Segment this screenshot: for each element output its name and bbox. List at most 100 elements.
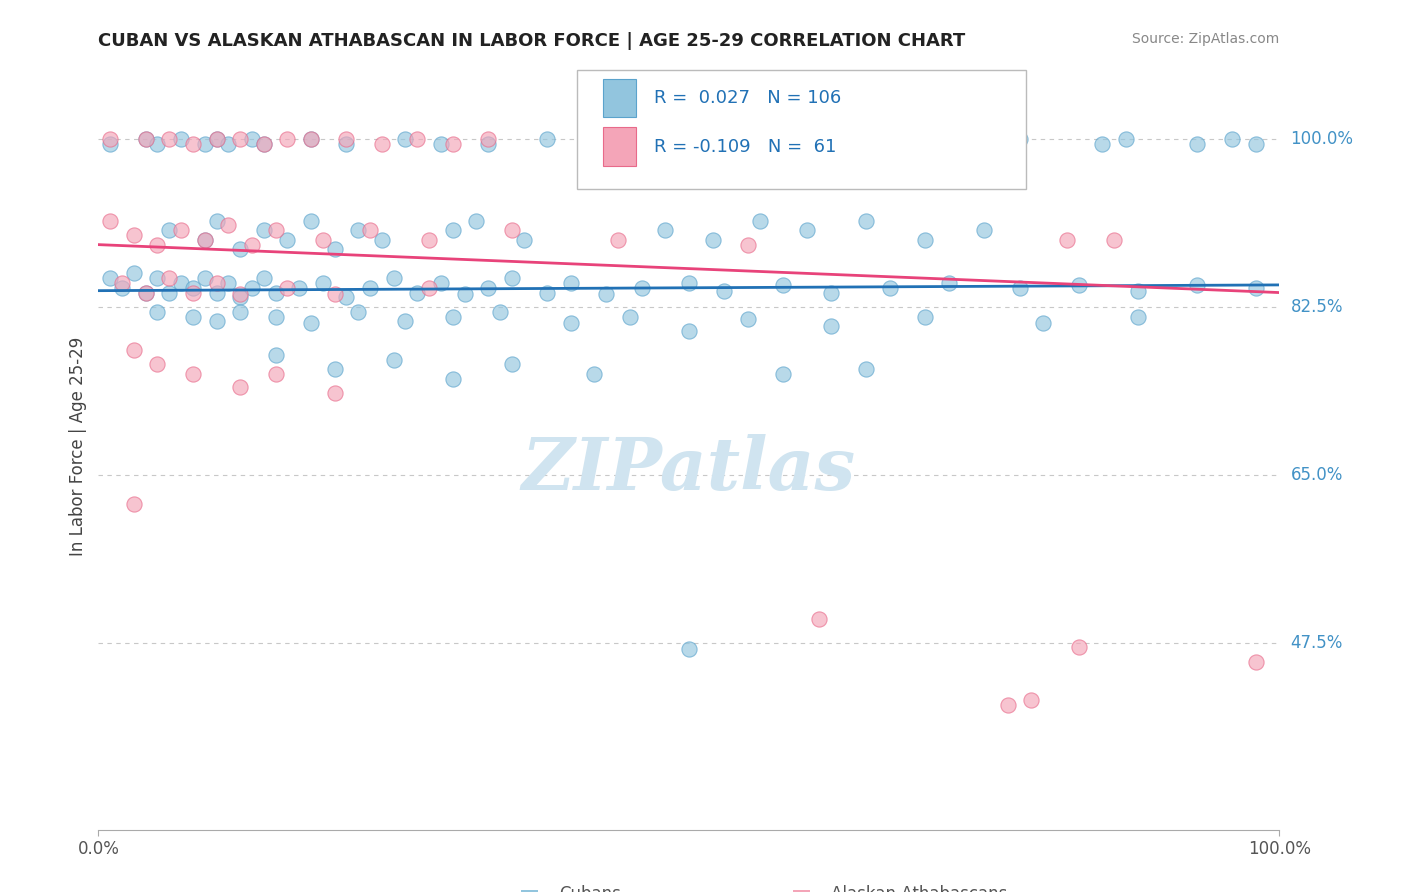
Point	[135, 285, 157, 300]
Point	[122, 497, 145, 511]
Point	[702, 233, 724, 247]
Point	[181, 136, 204, 151]
Point	[157, 285, 180, 300]
Point	[879, 281, 901, 295]
Point	[453, 287, 475, 301]
Point	[98, 132, 121, 146]
Point	[335, 132, 357, 146]
FancyBboxPatch shape	[576, 70, 1025, 189]
Point	[607, 233, 630, 247]
Text: ■: ■	[790, 887, 811, 892]
Point	[583, 367, 606, 381]
Point	[1067, 640, 1090, 655]
Point	[973, 223, 995, 237]
Point	[146, 136, 169, 151]
Point	[1244, 281, 1267, 295]
Point	[938, 276, 960, 290]
Point	[382, 352, 405, 367]
Point	[205, 276, 228, 290]
Point	[772, 367, 794, 381]
Text: R =  0.027   N = 106: R = 0.027 N = 106	[654, 89, 841, 107]
Point	[630, 281, 652, 295]
Point	[312, 233, 335, 247]
Point	[914, 132, 936, 146]
Point	[1185, 136, 1208, 151]
Point	[98, 271, 121, 285]
Point	[205, 132, 228, 146]
Point	[359, 281, 381, 295]
Point	[253, 136, 276, 151]
Point	[441, 223, 464, 237]
Point	[441, 310, 464, 324]
Point	[997, 698, 1019, 712]
Point	[807, 612, 830, 626]
Text: Source: ZipAtlas.com: Source: ZipAtlas.com	[1132, 32, 1279, 45]
Point	[217, 219, 239, 233]
Point	[181, 281, 204, 295]
Point	[157, 223, 180, 237]
Point	[477, 281, 499, 295]
Point	[111, 281, 134, 295]
Text: ZIPatlas: ZIPatlas	[522, 434, 856, 505]
Point	[323, 243, 346, 257]
Point	[347, 305, 370, 319]
Text: CUBAN VS ALASKAN ATHABASCAN IN LABOR FORCE | AGE 25-29 CORRELATION CHART: CUBAN VS ALASKAN ATHABASCAN IN LABOR FOR…	[98, 32, 966, 50]
Point	[1008, 281, 1031, 295]
Point	[229, 287, 252, 301]
Point	[1056, 233, 1078, 247]
Point	[1126, 284, 1149, 298]
Point	[323, 386, 346, 401]
Point	[157, 271, 180, 285]
Point	[501, 271, 523, 285]
Point	[288, 281, 311, 295]
Point	[441, 136, 464, 151]
Point	[323, 287, 346, 301]
Point	[240, 237, 263, 252]
Point	[299, 132, 322, 146]
Point	[135, 132, 157, 146]
Point	[772, 277, 794, 292]
Point	[560, 276, 582, 290]
Point	[418, 281, 440, 295]
Point	[737, 312, 759, 326]
Point	[135, 285, 157, 300]
Point	[359, 223, 381, 237]
Point	[229, 132, 252, 146]
Point	[619, 310, 641, 324]
Point	[382, 271, 405, 285]
Point	[1008, 132, 1031, 146]
Text: Alaskan Athabascans: Alaskan Athabascans	[831, 885, 1007, 892]
Point	[879, 136, 901, 151]
Point	[713, 284, 735, 298]
Point	[477, 132, 499, 146]
Point	[406, 285, 429, 300]
Bar	[603, 78, 636, 117]
Point	[394, 314, 416, 328]
Point	[264, 348, 287, 362]
Point	[205, 285, 228, 300]
Point	[181, 285, 204, 300]
Point	[299, 316, 322, 330]
Point	[264, 367, 287, 381]
Point	[276, 233, 298, 247]
Point	[796, 136, 818, 151]
Point	[276, 132, 298, 146]
Point	[253, 223, 276, 237]
Point	[240, 132, 263, 146]
Point	[323, 362, 346, 376]
Point	[146, 305, 169, 319]
Point	[194, 136, 217, 151]
Point	[264, 285, 287, 300]
Point	[335, 290, 357, 304]
Point	[205, 314, 228, 328]
Point	[654, 223, 676, 237]
Point	[276, 281, 298, 295]
Point	[181, 367, 204, 381]
Point	[335, 136, 357, 151]
Point	[678, 324, 700, 338]
Point	[501, 358, 523, 372]
Point	[146, 271, 169, 285]
Point	[737, 237, 759, 252]
Point	[1021, 693, 1043, 707]
Point	[820, 285, 842, 300]
